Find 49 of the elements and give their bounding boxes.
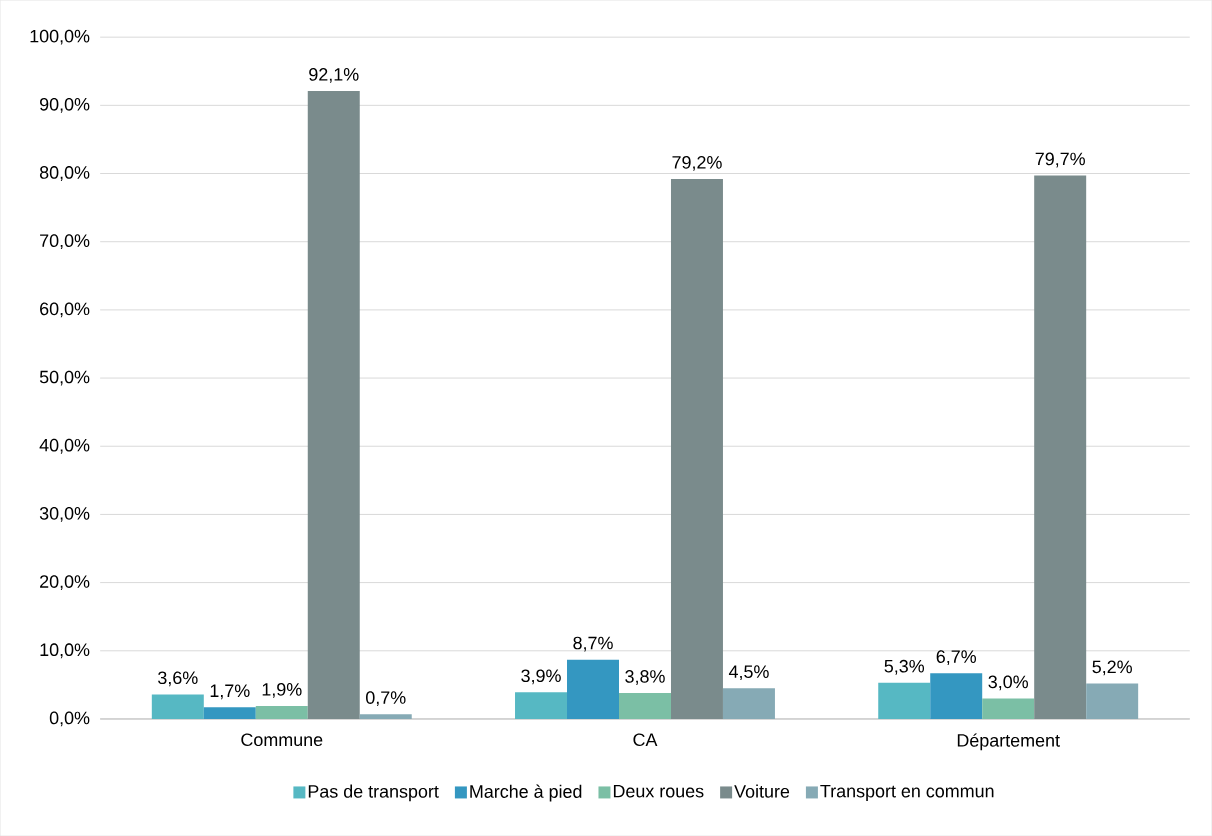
bar <box>567 659 619 719</box>
y-tick-label: 20,0% <box>40 575 90 590</box>
legend-label: Marche à pied <box>470 784 582 802</box>
y-tick-label: 100,0% <box>30 29 90 45</box>
y-tick-label: 0,0% <box>49 711 90 727</box>
bar <box>878 682 931 719</box>
y-tick-label: 90,0% <box>40 97 90 113</box>
x-tick-label: Commune <box>241 733 323 747</box>
y-tick-label: 50,0% <box>39 370 90 386</box>
x-tick-label: CA <box>633 733 658 747</box>
y-tick-label: 70,0% <box>40 234 90 250</box>
data-label: 3,9% <box>521 669 561 685</box>
y-tick-label: 40,0% <box>39 438 90 454</box>
data-label: 79,7% <box>1035 152 1085 168</box>
legend-label: Transport en commun <box>820 784 994 801</box>
data-label: 92,1% <box>309 67 359 83</box>
y-tick-label: 60,0% <box>40 302 90 318</box>
legend-label: Deux roues <box>613 784 704 798</box>
data-label: 3,8% <box>625 670 665 685</box>
data-label: 8,7% <box>573 636 613 652</box>
bar <box>670 178 723 719</box>
data-label: 5,3% <box>884 659 925 675</box>
data-label: 6,7% <box>936 650 977 666</box>
legend-label: Voiture <box>734 784 790 798</box>
data-label: 3,6% <box>158 671 198 687</box>
data-label: 1,9% <box>262 682 302 698</box>
data-label: 4,5% <box>728 665 769 681</box>
bar <box>722 688 775 719</box>
data-label: 0,7% <box>366 691 406 706</box>
bar <box>619 692 671 719</box>
bar <box>515 692 568 719</box>
data-label: 1,7% <box>210 684 250 700</box>
legend-label: Pas de transport <box>308 784 439 802</box>
bar <box>930 673 983 719</box>
data-label: 79,2% <box>672 155 722 171</box>
y-tick-label: 10,0% <box>40 643 90 659</box>
data-label: 3,0% <box>988 675 1028 691</box>
y-tick-label: 80,0% <box>39 166 90 181</box>
bar <box>255 705 308 719</box>
x-tick-label: Département <box>957 733 1060 751</box>
data-label: 5,2% <box>1092 660 1132 676</box>
bar <box>1034 175 1087 719</box>
bar <box>307 90 360 719</box>
bar <box>151 694 204 719</box>
bar <box>203 707 256 719</box>
bar <box>982 698 1035 719</box>
y-tick-label: 30,0% <box>39 506 90 522</box>
bar <box>1086 683 1139 719</box>
bar <box>359 714 412 719</box>
